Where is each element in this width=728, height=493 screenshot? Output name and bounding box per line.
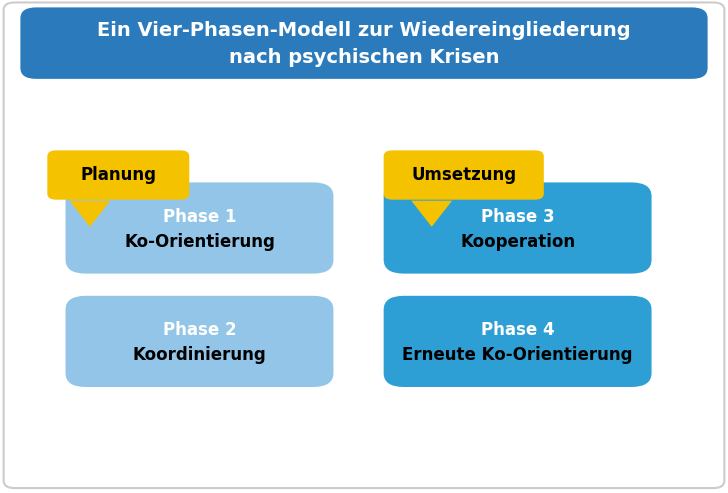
Text: nach psychischen Krisen: nach psychischen Krisen (229, 48, 499, 67)
FancyBboxPatch shape (384, 296, 652, 387)
Polygon shape (70, 201, 111, 227)
Text: Phase 4: Phase 4 (480, 321, 555, 340)
Text: Erneute Ko-Orientierung: Erneute Ko-Orientierung (403, 346, 633, 364)
Text: Ko-Orientierung: Ko-Orientierung (124, 233, 275, 251)
Text: Phase 2: Phase 2 (162, 321, 237, 340)
Text: Ein Vier-Phasen-Modell zur Wiedereingliederung: Ein Vier-Phasen-Modell zur Wiedereinglie… (97, 22, 631, 40)
FancyBboxPatch shape (66, 296, 333, 387)
Polygon shape (411, 201, 452, 227)
FancyBboxPatch shape (20, 7, 708, 79)
FancyBboxPatch shape (384, 150, 544, 200)
FancyBboxPatch shape (384, 182, 652, 274)
Text: Umsetzung: Umsetzung (411, 166, 516, 184)
Text: Kooperation: Kooperation (460, 233, 575, 251)
Text: Phase 3: Phase 3 (480, 208, 555, 226)
FancyBboxPatch shape (66, 182, 333, 274)
Text: Phase 1: Phase 1 (163, 208, 236, 226)
Text: Koordinierung: Koordinierung (132, 346, 266, 364)
Text: Planung: Planung (80, 166, 157, 184)
FancyBboxPatch shape (47, 150, 189, 200)
